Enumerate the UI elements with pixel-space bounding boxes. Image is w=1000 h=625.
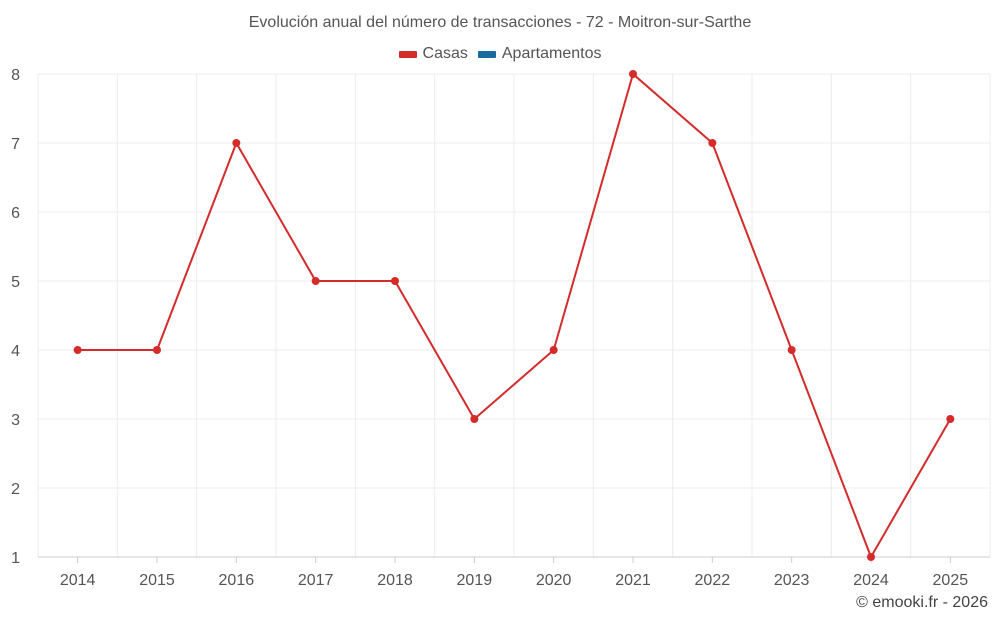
legend-swatch-apartamentos	[477, 50, 496, 58]
data-point	[391, 277, 399, 285]
grid	[37, 73, 991, 557]
x-tick-label: 2022	[695, 572, 731, 589]
legend-label-casas: Casas	[422, 45, 468, 62]
series-line-casas	[77, 73, 952, 558]
credit-text: © emooki.fr - 2026	[856, 594, 988, 611]
data-point	[708, 139, 717, 147]
y-tick-label: 1	[11, 550, 20, 567]
data-point	[867, 553, 875, 561]
data-point	[549, 346, 558, 354]
x-tick-label: 2018	[377, 572, 413, 589]
x-tick-label: 2017	[298, 572, 334, 589]
x-tick-label: 2024	[853, 572, 889, 589]
y-tick-label: 6	[11, 205, 20, 222]
x-tick-label: 2020	[536, 572, 572, 589]
x-tick-label: 2014	[60, 572, 96, 589]
y-tick-label: 8	[11, 67, 20, 84]
data-point	[946, 415, 955, 423]
data-point	[73, 346, 82, 354]
data-point	[787, 346, 796, 354]
data-point	[629, 70, 637, 78]
axes: 1 2 3 4 5 6 7 8 2014 2015 2016 2017 2018 2019 2020 2021…	[11, 67, 990, 589]
x-tick-label: 2021	[615, 572, 651, 589]
legend: Casas Apartamentos	[0, 45, 1000, 63]
legend-label-apartamentos: Apartamentos	[501, 45, 602, 62]
y-tick-label: 7	[11, 136, 20, 153]
x-tick-label: 2016	[219, 572, 255, 589]
y-tick-label: 3	[11, 412, 20, 429]
x-tick-label: 2025	[933, 572, 969, 589]
data-point	[470, 415, 479, 423]
x-tick-label: 2015	[139, 572, 175, 589]
legend-item-casas[interactable]: Casas	[398, 45, 468, 63]
x-tick-label: 2023	[774, 572, 810, 589]
y-tick-label: 2	[11, 481, 20, 498]
data-point	[153, 346, 161, 354]
chart-title: Evolución anual del número de transaccio…	[248, 14, 752, 31]
series	[73, 70, 955, 561]
legend-swatch-casas	[398, 50, 417, 58]
y-tick-label: 5	[11, 274, 20, 291]
data-point	[232, 139, 241, 147]
data-point	[311, 277, 320, 285]
y-tick-label: 4	[11, 343, 20, 360]
x-tick-label: 2019	[457, 572, 493, 589]
legend-item-apartamentos[interactable]: Apartamentos	[477, 45, 602, 63]
